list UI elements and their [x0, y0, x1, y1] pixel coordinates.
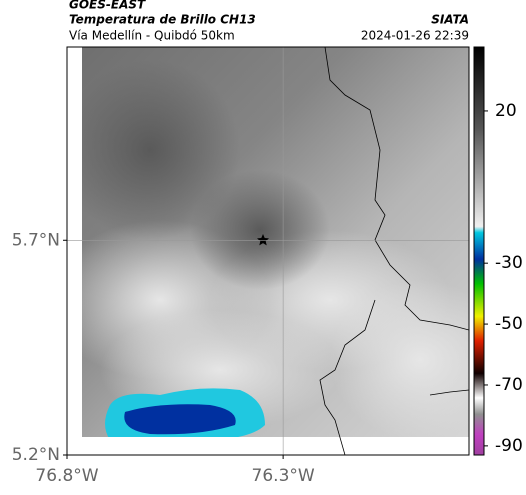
timestamp: 2024-01-26 22:39: [361, 29, 469, 43]
colorbar-tick-label: -70: [495, 375, 523, 395]
x-tick-label: 76.8°W: [35, 466, 98, 486]
source: SIATA: [431, 13, 469, 27]
colorbar-tick-label: -30: [495, 253, 523, 273]
colorbar: [473, 46, 485, 456]
x-tick-label: 76.3°W: [252, 466, 315, 486]
satellite-image: [67, 47, 469, 455]
map-frame: [66, 46, 470, 456]
colorbar-tick-label: -50: [495, 314, 523, 334]
route: Vía Medellín - Quibdó 50km: [69, 29, 235, 43]
title: GOES-EAST: [69, 0, 146, 12]
colorbar-tick-label: 20: [495, 101, 517, 121]
colorbar-tick-label: -90: [495, 436, 523, 456]
y-tick-label: 5.7°N: [12, 230, 60, 250]
y-tick-label: 5.2°N: [12, 445, 60, 465]
subtitle: Temperatura de Brillo CH13: [69, 13, 256, 27]
